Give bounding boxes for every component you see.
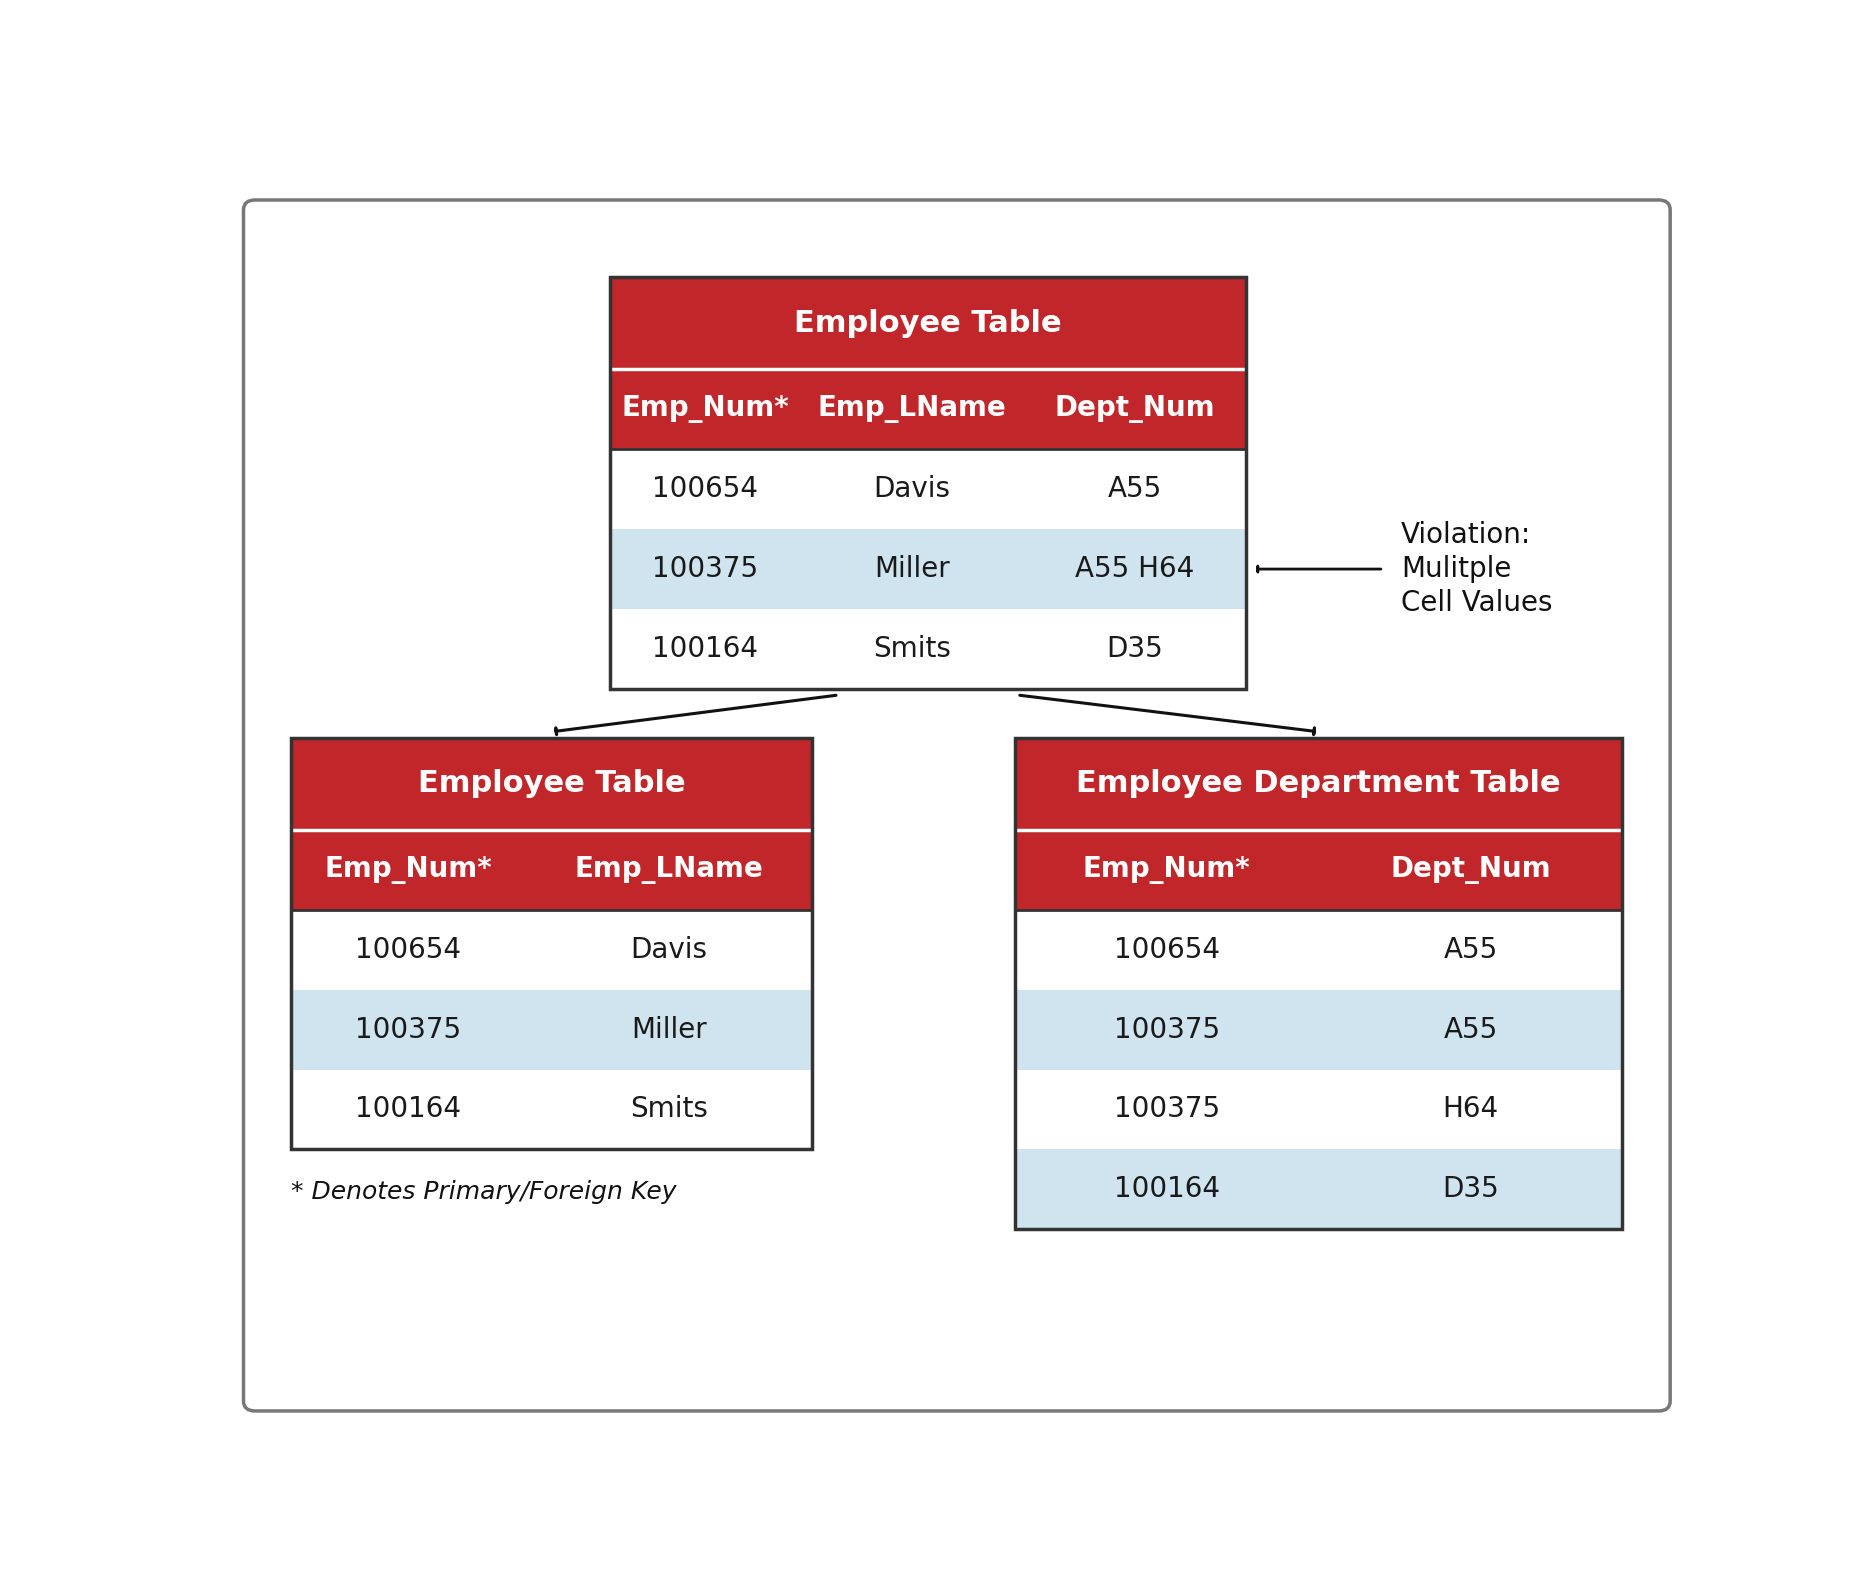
Text: Employee Table: Employee Table <box>793 309 1062 338</box>
Text: Dept_Num: Dept_Num <box>1391 857 1551 884</box>
Text: Smits: Smits <box>629 1096 708 1123</box>
Text: 100375: 100375 <box>652 555 758 584</box>
Bar <box>291 738 812 1150</box>
Text: Miller: Miller <box>631 1016 708 1043</box>
Text: Emp_Num*: Emp_Num* <box>1083 857 1251 884</box>
Text: Mulitple: Mulitple <box>1400 555 1512 584</box>
Text: Davis: Davis <box>874 475 950 504</box>
Bar <box>291 989 812 1070</box>
Text: Employee Table: Employee Table <box>418 769 685 799</box>
Bar <box>1016 989 1622 1070</box>
Text: Employee Department Table: Employee Department Table <box>1075 769 1561 799</box>
Text: Violation:: Violation: <box>1400 520 1531 549</box>
Bar <box>291 738 812 1150</box>
Text: Emp_LName: Emp_LName <box>818 396 1006 423</box>
Text: A55: A55 <box>1443 936 1497 963</box>
Text: 100654: 100654 <box>1113 936 1219 963</box>
Bar <box>291 909 812 1150</box>
Text: A55: A55 <box>1107 475 1161 504</box>
Bar <box>609 278 1247 689</box>
Bar <box>1016 1150 1622 1230</box>
Bar <box>1016 738 1622 1230</box>
Text: 100164: 100164 <box>355 1096 461 1123</box>
Text: 100375: 100375 <box>355 1016 461 1043</box>
Text: 100654: 100654 <box>355 936 461 963</box>
FancyBboxPatch shape <box>243 199 1671 1412</box>
Text: Emp_LName: Emp_LName <box>575 857 764 884</box>
Text: 100164: 100164 <box>1113 1176 1219 1203</box>
Bar <box>1016 738 1622 1230</box>
Text: Emp_Num*: Emp_Num* <box>325 857 493 884</box>
Text: Dept_Num: Dept_Num <box>1055 396 1215 423</box>
Bar <box>609 450 1247 689</box>
Bar <box>1016 909 1622 1230</box>
Bar <box>609 530 1247 609</box>
Text: D35: D35 <box>1107 635 1163 664</box>
Text: Cell Values: Cell Values <box>1400 590 1553 617</box>
Text: 100654: 100654 <box>652 475 758 504</box>
Text: A55: A55 <box>1443 1016 1497 1043</box>
Text: * Denotes Primary/Foreign Key: * Denotes Primary/Foreign Key <box>291 1180 676 1204</box>
Text: Smits: Smits <box>874 635 950 664</box>
Text: Emp_Num*: Emp_Num* <box>622 396 790 423</box>
Text: 100375: 100375 <box>1113 1016 1219 1043</box>
Text: 100375: 100375 <box>1113 1096 1219 1123</box>
Text: H64: H64 <box>1443 1096 1499 1123</box>
Text: A55 H64: A55 H64 <box>1075 555 1195 584</box>
Text: 100164: 100164 <box>652 635 758 664</box>
Text: D35: D35 <box>1441 1176 1499 1203</box>
Bar <box>609 278 1247 689</box>
Text: Davis: Davis <box>631 936 708 963</box>
Text: Miller: Miller <box>874 555 950 584</box>
